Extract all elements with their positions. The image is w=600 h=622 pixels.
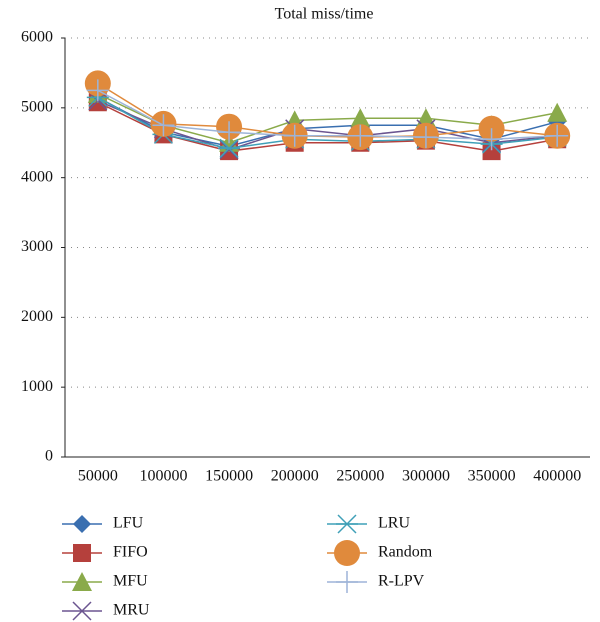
x-tick-label: 150000 <box>205 468 253 485</box>
chart-title: Total miss/time <box>275 6 374 23</box>
series-line <box>97 100 558 151</box>
point <box>152 114 175 137</box>
x-tick-label: 400000 <box>533 468 581 485</box>
legend-marker <box>73 515 91 533</box>
legend-label: R-LPV <box>378 573 425 590</box>
point <box>414 126 437 149</box>
legend-marker <box>73 544 91 562</box>
legend-label: LRU <box>378 515 410 532</box>
legend-label: MFU <box>113 573 148 590</box>
x-tick-label: 350000 <box>468 468 516 485</box>
point <box>86 79 109 102</box>
y-tick-label: 4000 <box>21 168 53 185</box>
x-tick-label: 250000 <box>336 468 384 485</box>
legend-label: MRU <box>113 602 150 619</box>
legend-marker <box>334 540 360 566</box>
legend-marker <box>336 514 358 534</box>
x-tick-label: 100000 <box>139 468 187 485</box>
legend-marker <box>72 572 92 591</box>
point <box>283 124 306 147</box>
point <box>480 128 503 151</box>
series-line <box>97 96 558 150</box>
legend-marker <box>336 571 358 593</box>
y-tick-label: 3000 <box>21 238 53 255</box>
point <box>218 121 241 144</box>
point <box>415 108 436 128</box>
point <box>219 140 239 160</box>
point <box>546 124 569 147</box>
y-tick-label: 2000 <box>21 308 53 325</box>
legend-label: FIFO <box>113 544 148 561</box>
legend-marker <box>72 601 92 621</box>
x-tick-label: 50000 <box>78 468 118 485</box>
y-tick-label: 1000 <box>21 378 53 395</box>
x-tick-label: 200000 <box>271 468 319 485</box>
point <box>350 108 371 128</box>
x-tick-label: 300000 <box>402 468 450 485</box>
legend-label: Random <box>378 544 433 561</box>
point <box>349 124 372 147</box>
y-tick-label: 0 <box>45 448 53 465</box>
y-tick-label: 6000 <box>21 29 53 46</box>
legend-label: LFU <box>113 515 144 532</box>
point <box>547 102 568 122</box>
y-tick-label: 5000 <box>21 99 53 116</box>
point <box>218 138 241 158</box>
